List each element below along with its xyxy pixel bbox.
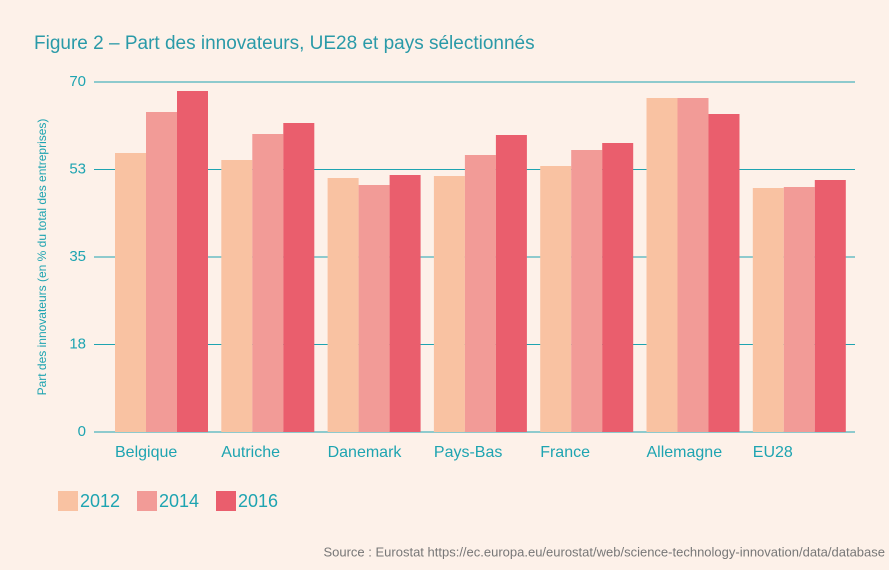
legend-swatch (58, 491, 78, 511)
bar (646, 98, 678, 432)
bar (177, 91, 208, 432)
bar (602, 143, 634, 432)
source: Source : Eurostat https://ec.europa.eu/e… (323, 544, 885, 559)
y-axis-label: Part des innovateurs (en % du total des … (35, 119, 49, 396)
chart-title: Figure 2 – Part des innovateurs, UE28 et… (34, 33, 535, 54)
bar (146, 112, 177, 432)
bar (677, 98, 709, 432)
y-tick-label: 70 (69, 73, 86, 90)
bar (540, 166, 572, 432)
bar (708, 114, 740, 432)
x-tick-label: Belgique (115, 444, 177, 461)
x-tick-label: Pays-Bas (434, 444, 502, 461)
bar (814, 180, 846, 432)
bar (389, 175, 421, 432)
bar (115, 153, 146, 432)
bar (283, 123, 315, 432)
bar (358, 185, 390, 432)
y-tick-label: 35 (69, 248, 86, 265)
bar (783, 187, 815, 432)
y-tick-label: 0 (78, 423, 86, 440)
x-tick-label: Autriche (221, 444, 280, 461)
y-tick-label: 53 (69, 160, 86, 177)
legend-label: 2016 (238, 491, 278, 511)
bar (252, 134, 284, 432)
legend-swatch (137, 491, 157, 511)
bar (327, 178, 359, 432)
x-tick-label: EU28 (753, 444, 793, 461)
bar (221, 160, 253, 432)
bar (571, 150, 603, 432)
x-tick-label: France (540, 444, 590, 461)
bar (433, 176, 465, 432)
y-tick-label: 18 (69, 335, 86, 352)
legend-label: 2012 (80, 491, 120, 511)
x-tick-label: Danemark (328, 444, 403, 461)
legend-swatch (216, 491, 236, 511)
bar (464, 155, 496, 432)
bar (495, 135, 527, 432)
bar (752, 188, 784, 432)
legend-label: 2014 (159, 491, 199, 511)
x-tick-label: Allemagne (647, 444, 723, 461)
